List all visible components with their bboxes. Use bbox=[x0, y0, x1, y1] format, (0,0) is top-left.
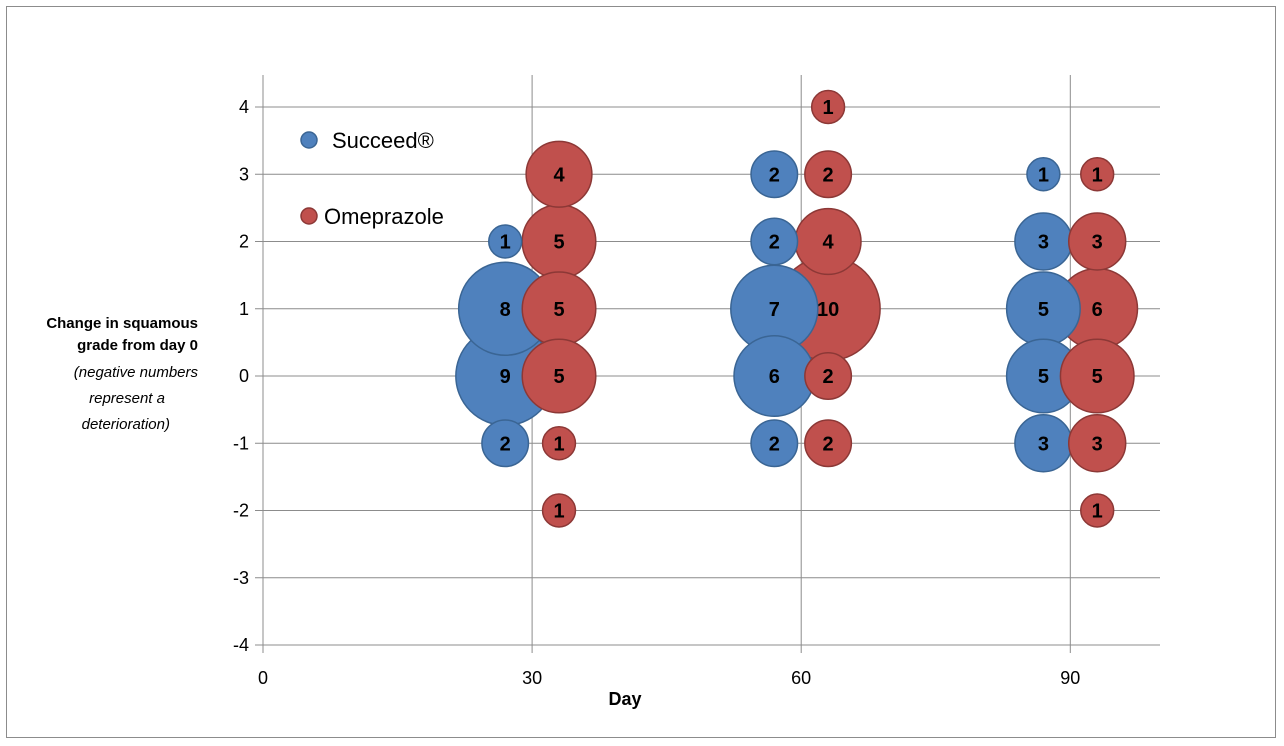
succeed-bubble-label: 8 bbox=[500, 299, 511, 321]
x-tick-label: 0 bbox=[258, 668, 268, 688]
omeprazole-bubble bbox=[804, 419, 853, 468]
succeed-bubble bbox=[1026, 157, 1061, 192]
succeed-bubble-label: 1 bbox=[500, 232, 511, 254]
omeprazole-bubble-label: 2 bbox=[823, 366, 834, 388]
omeprazole-bubble-label: 5 bbox=[553, 366, 564, 388]
y-axis-label-line-5: deterioration) bbox=[82, 416, 170, 433]
succeed-bubble-label: 2 bbox=[769, 232, 780, 254]
y-tick-label: -3 bbox=[233, 568, 249, 588]
succeed-bubble-label: 3 bbox=[1038, 433, 1049, 455]
legend-label-succeed: Succeed® bbox=[332, 128, 434, 153]
y-axis-label: Change in squamous grade from day 0 (neg… bbox=[46, 315, 198, 433]
legend-marker-succeed bbox=[300, 131, 318, 149]
y-axis-label-line-2: grade from day 0 bbox=[77, 337, 198, 354]
omeprazole-bubble-label: 1 bbox=[553, 433, 564, 455]
succeed-bubble bbox=[750, 150, 799, 199]
succeed-bubble-label: 9 bbox=[500, 366, 511, 388]
omeprazole-bubble-label: 3 bbox=[1092, 232, 1103, 254]
succeed-bubble-label: 3 bbox=[1038, 232, 1049, 254]
omeprazole-bubble-label: 4 bbox=[823, 232, 835, 254]
succeed-bubble-label: 6 bbox=[769, 366, 780, 388]
succeed-bubble-label: 2 bbox=[769, 164, 780, 186]
y-tick-label: 2 bbox=[239, 232, 249, 252]
succeed-bubble bbox=[750, 419, 799, 468]
omeprazole-bubble-label: 10 bbox=[817, 299, 839, 321]
omeprazole-bubble bbox=[521, 338, 597, 414]
y-axis-label-line-3: (negative numbers bbox=[74, 364, 199, 381]
omeprazole-bubble-label: 1 bbox=[553, 501, 564, 523]
omeprazole-bubble bbox=[1059, 338, 1135, 414]
omeprazole-bubble bbox=[1080, 157, 1115, 192]
omeprazole-bubble bbox=[1080, 493, 1115, 528]
omeprazole-bubble bbox=[541, 426, 577, 461]
succeed-bubble-label: 2 bbox=[769, 433, 780, 455]
y-tick-label: 3 bbox=[239, 164, 249, 184]
omeprazole-bubble bbox=[810, 89, 846, 125]
succeed-bubble bbox=[487, 224, 523, 259]
omeprazole-bubble-label: 3 bbox=[1092, 433, 1103, 455]
y-tick-label: -1 bbox=[233, 433, 249, 453]
omeprazole-bubble bbox=[525, 140, 593, 208]
omeprazole-bubble-label: 1 bbox=[1092, 164, 1103, 186]
omeprazole-bubble-label: 1 bbox=[823, 97, 834, 119]
succeed-bubble-label: 5 bbox=[1038, 299, 1049, 321]
y-tick-label: 0 bbox=[239, 366, 249, 386]
y-axis-label-line-4: represent a bbox=[89, 390, 165, 407]
omeprazole-bubble-label: 1 bbox=[1092, 501, 1103, 523]
x-tick-label: 60 bbox=[791, 668, 811, 688]
legend: Succeed® Omeprazole bbox=[300, 128, 444, 229]
omeprazole-bubble-label: 6 bbox=[1092, 299, 1103, 321]
omeprazole-bubble-label: 2 bbox=[823, 164, 834, 186]
y-tick-label: 1 bbox=[239, 299, 249, 319]
succeed-bubble-label: 5 bbox=[1038, 366, 1049, 388]
succeed-bubble-label: 2 bbox=[500, 433, 511, 455]
succeed-bubble bbox=[750, 217, 799, 266]
omeprazole-bubble-label: 5 bbox=[553, 232, 564, 254]
succeed-bubble-label: 7 bbox=[769, 299, 780, 321]
y-axis-label-line-1: Change in squamous bbox=[46, 315, 198, 332]
succeed-bubble bbox=[481, 419, 530, 468]
omeprazole-bubble-label: 4 bbox=[553, 164, 565, 186]
succeed-bubble-label: 1 bbox=[1038, 164, 1049, 186]
omeprazole-bubble-label: 5 bbox=[1092, 366, 1103, 388]
axis-ticks: -4 -3 -2 -1 0 1 2 3 4 0 30 60 90 bbox=[233, 97, 1080, 688]
omeprazole-bubble bbox=[804, 351, 853, 401]
y-tick-label: -4 bbox=[233, 635, 249, 655]
omeprazole-bubble-label: 5 bbox=[553, 299, 564, 321]
omeprazole-bubble bbox=[1067, 414, 1127, 473]
omeprazole-bubble bbox=[1067, 212, 1127, 271]
bubbles: 1 8 9 2 2 2 7 6 2 1 3 5 5 3 4 5 5 5 1 1 1 2 4 10 2 2 1 3 6 5 3 1 bbox=[455, 89, 1139, 528]
legend-marker-omeprazole bbox=[300, 207, 318, 225]
omeprazole-bubble-label: 2 bbox=[823, 433, 834, 455]
x-tick-label: 90 bbox=[1060, 668, 1080, 688]
omeprazole-bubble bbox=[804, 150, 853, 199]
x-tick-label: 30 bbox=[522, 668, 542, 688]
omeprazole-bubble bbox=[541, 493, 577, 528]
legend-label-omeprazole: Omeprazole bbox=[324, 204, 444, 229]
y-tick-label: -2 bbox=[233, 501, 249, 521]
y-tick-label: 4 bbox=[239, 97, 249, 117]
x-axis-label: Day bbox=[608, 689, 641, 709]
